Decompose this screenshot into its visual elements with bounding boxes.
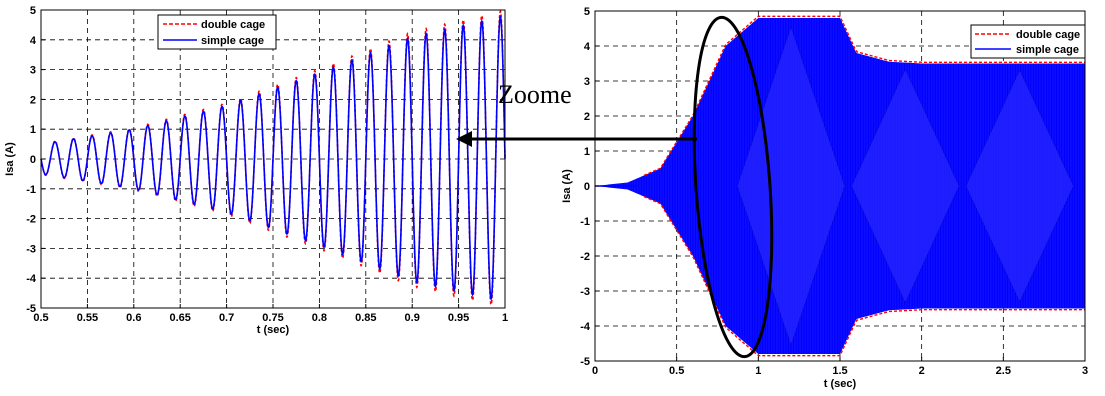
chart-left-series: [40, 9, 506, 307]
x-tick-label: 2: [919, 365, 925, 377]
x-tick-label: 2.5: [996, 365, 1011, 377]
y-tick-label: -2: [580, 251, 590, 263]
chart-right-xlabel: t (sec): [824, 378, 857, 390]
zoom-arrow-head: [456, 131, 472, 147]
y-tick-label: -5: [26, 303, 36, 315]
chart-right-ylabel: Isa (A): [561, 169, 573, 203]
y-tick-label: 2: [30, 94, 36, 106]
y-tick-label: -3: [26, 243, 36, 255]
x-tick-label: 0: [592, 365, 598, 377]
y-tick-label: -1: [26, 184, 36, 196]
chart-left-legend: double cage simple cage: [157, 14, 277, 50]
x-tick-label: 1: [755, 365, 761, 377]
y-tick-label: 4: [584, 41, 591, 53]
chart-right-series: [595, 15, 1086, 357]
x-tick-label: 0.75: [262, 312, 283, 324]
y-tick-label: 5: [584, 6, 590, 18]
y-tick-label: 1: [584, 146, 590, 158]
chart-right-legend-box: [970, 24, 1086, 59]
zoom-region-ellipse: [692, 15, 774, 359]
y-tick-label: -5: [580, 356, 590, 368]
x-tick-label: 0.8: [312, 312, 327, 324]
oscillation-lines: [611, 18, 1086, 354]
zoom-label: Zoome: [498, 80, 572, 109]
x-tick-label: 0.85: [355, 312, 376, 324]
series-line-double-cage-lower: [643, 195, 1085, 357]
x-tick-label: 0.7: [219, 312, 234, 324]
legend-left-double-cage-label: double cage: [201, 19, 265, 31]
zoom-annotation: Zoome: [456, 15, 774, 359]
chart-right-ticks: 0 0.5 1 1.5 2 2.5 3 -5 -4 -3 -2 -1 0 1 2 3 4 5: [580, 6, 1088, 377]
x-tick-label: 1: [502, 312, 508, 324]
legend-right-double-cage-label: double cage: [1016, 29, 1080, 41]
y-tick-label: -3: [580, 286, 590, 298]
legend-left-simple-cage-label: simple cage: [201, 35, 264, 47]
y-tick-label: 5: [30, 5, 36, 17]
y-tick-label: 4: [30, 35, 37, 47]
x-tick-label: 0.95: [448, 312, 469, 324]
series-line-simple-cage: [40, 15, 506, 301]
chart-left-legend-box: [157, 14, 277, 50]
y-tick-label: 3: [584, 76, 590, 88]
chart-left-xlabel: t (sec): [257, 324, 290, 336]
x-tick-label: 0.65: [169, 312, 190, 324]
x-tick-label: 0.9: [405, 312, 420, 324]
chart-right-full: 0 0.5 1 1.5 2 2.5 3 -5 -4 -3 -2 -1 0 1 2 3 4 5 t (sec) Is…: [561, 6, 1088, 390]
x-tick-label: 0.55: [77, 312, 98, 324]
x-tick-label: 0.6: [126, 312, 141, 324]
y-tick-label: -2: [26, 214, 36, 226]
y-tick-label: -4: [580, 321, 591, 333]
y-tick-label: 3: [30, 65, 36, 77]
y-tick-label: 2: [584, 111, 590, 123]
chart-right-legend: double cage simple cage: [970, 24, 1086, 59]
y-tick-label: -1: [580, 216, 590, 228]
chart-left-zoomed: 0.5 0.55 0.6 0.65 0.7 0.75 0.8 0.85 0.9 0.95 1 -5 -4…: [4, 5, 508, 336]
series-line-double-cage-upper: [643, 15, 1085, 177]
x-tick-label: 1.5: [832, 365, 847, 377]
x-tick-label: 0.5: [669, 365, 684, 377]
chart-left-ylabel: Isa (A): [4, 142, 16, 176]
y-tick-label: 0: [30, 154, 36, 166]
chart-left-ticks: 0.5 0.55 0.6 0.65 0.7 0.75 0.8 0.85 0.9 0.95 1 -5 -4…: [26, 5, 508, 324]
legend-right-simple-cage-label: simple cage: [1016, 44, 1079, 56]
x-tick-label: 3: [1082, 365, 1088, 377]
y-tick-label: -4: [26, 273, 37, 285]
x-tick-label: 0.5: [33, 312, 48, 324]
y-tick-label: 0: [584, 181, 590, 193]
y-tick-label: 1: [30, 124, 36, 136]
